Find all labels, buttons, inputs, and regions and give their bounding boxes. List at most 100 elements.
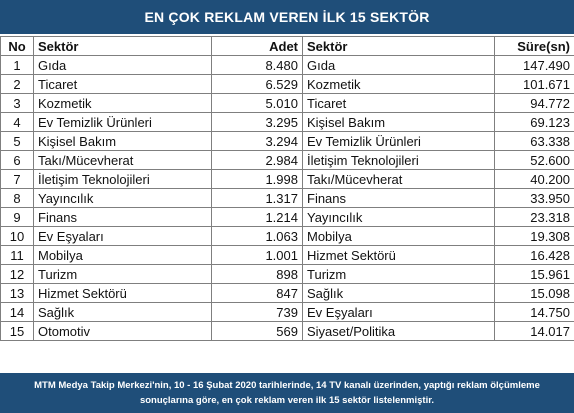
table-row: 2 Ticaret 6.529 Kozmetik 101.671	[0, 74, 574, 94]
cell-sure: 19.308	[494, 226, 574, 246]
cell-sektor-sure: Hizmet Sektörü	[302, 245, 495, 265]
cell-sektor-sure: Mobilya	[302, 226, 495, 246]
cell-sure: 23.318	[494, 207, 574, 227]
cell-sektor-sure: Yayıncılık	[302, 207, 495, 227]
table-row: 12 Turizm 898 Turizm 15.961	[0, 264, 574, 284]
table-row: 13 Hizmet Sektörü 847 Sağlık 15.098	[0, 283, 574, 303]
cell-sure: 15.098	[494, 283, 574, 303]
cell-sektor-adet: Gıda	[33, 55, 212, 75]
cell-no: 5	[0, 131, 34, 151]
cell-sure: 94.772	[494, 93, 574, 113]
cell-sektor-adet: Mobilya	[33, 245, 212, 265]
cell-sektor-adet: Kişisel Bakım	[33, 131, 212, 151]
cell-adet: 3.294	[211, 131, 303, 151]
cell-sektor-adet: İletişim Teknolojileri	[33, 169, 212, 189]
cell-adet: 1.063	[211, 226, 303, 246]
cell-sektor-sure: Gıda	[302, 55, 495, 75]
table-row: 6 Takı/Mücevherat 2.984 İletişim Teknolojil…	[0, 150, 574, 170]
header-no: No	[0, 36, 34, 56]
cell-sure: 63.338	[494, 131, 574, 151]
header-sektor-2: Sektör	[302, 36, 495, 56]
footer-line-2: sonuçlarına göre, en çok reklam veren il…	[139, 395, 435, 406]
cell-sektor-adet: Sağlık	[33, 302, 212, 322]
cell-sure: 33.950	[494, 188, 574, 208]
cell-no: 1	[0, 55, 34, 75]
cell-sektor-sure: Ev Eşyaları	[302, 302, 495, 322]
cell-sektor-sure: Sağlık	[302, 283, 495, 303]
cell-sure: 15.961	[494, 264, 574, 284]
cell-adet: 5.010	[211, 93, 303, 113]
table-row: 11 Mobilya 1.001 Hizmet Sektörü 16.428	[0, 245, 574, 265]
table-row: 10 Ev Eşyaları 1.063 Mobilya 19.308	[0, 226, 574, 246]
footer-note: MTM Medya Takip Merkezi'nin, 10 - 16 Şub…	[0, 373, 574, 413]
cell-no: 13	[0, 283, 34, 303]
header-sektor: Sektör	[33, 36, 212, 56]
table-header-row: No Sektör Adet Sektör Süre(sn)	[0, 36, 574, 56]
cell-sektor-adet: Kozmetik	[33, 93, 212, 113]
cell-no: 3	[0, 93, 34, 113]
table-row: 9 Finans 1.214 Yayıncılık 23.318	[0, 207, 574, 227]
cell-adet: 1.998	[211, 169, 303, 189]
cell-adet: 847	[211, 283, 303, 303]
cell-adet: 3.295	[211, 112, 303, 132]
cell-no: 10	[0, 226, 34, 246]
cell-no: 11	[0, 245, 34, 265]
cell-no: 9	[0, 207, 34, 227]
cell-sure: 52.600	[494, 150, 574, 170]
cell-adet: 6.529	[211, 74, 303, 94]
cell-adet: 739	[211, 302, 303, 322]
cell-adet: 1.001	[211, 245, 303, 265]
footer-line-1: MTM Medya Takip Merkezi'nin, 10 - 16 Şub…	[34, 380, 540, 391]
cell-no: 4	[0, 112, 34, 132]
cell-sektor-adet: Otomotiv	[33, 321, 212, 341]
cell-sure: 147.490	[494, 55, 574, 75]
cell-sektor-adet: Takı/Mücevherat	[33, 150, 212, 170]
cell-sure: 40.200	[494, 169, 574, 189]
table-row: 15 Otomotiv 569 Siyaset/Politika 14.017	[0, 321, 574, 341]
cell-sektor-sure: Turizm	[302, 264, 495, 284]
cell-sektor-adet: Hizmet Sektörü	[33, 283, 212, 303]
cell-sure: 14.750	[494, 302, 574, 322]
table-row: 1 Gıda 8.480 Gıda 147.490	[0, 55, 574, 75]
cell-sektor-sure: Kişisel Bakım	[302, 112, 495, 132]
cell-no: 8	[0, 188, 34, 208]
header-adet: Adet	[211, 36, 303, 56]
cell-sektor-sure: Kozmetik	[302, 74, 495, 94]
cell-sektor-adet: Ev Temizlik Ürünleri	[33, 112, 212, 132]
table-row: 5 Kişisel Bakım 3.294 Ev Temizlik Ürünleri 6…	[0, 131, 574, 151]
cell-sure: 16.428	[494, 245, 574, 265]
cell-sektor-adet: Turizm	[33, 264, 212, 284]
cell-sektor-sure: Ev Temizlik Ürünleri	[302, 131, 495, 151]
cell-adet: 1.317	[211, 188, 303, 208]
sector-table: No Sektör Adet Sektör Süre(sn) 1 Gıda 8.48…	[0, 36, 574, 341]
cell-adet: 2.984	[211, 150, 303, 170]
cell-sektor-sure: Ticaret	[302, 93, 495, 113]
cell-no: 2	[0, 74, 34, 94]
table-row: 14 Sağlık 739 Ev Eşyaları 14.750	[0, 302, 574, 322]
cell-sektor-adet: Ev Eşyaları	[33, 226, 212, 246]
cell-sektor-sure: İletişim Teknolojileri	[302, 150, 495, 170]
cell-sure: 101.671	[494, 74, 574, 94]
cell-no: 14	[0, 302, 34, 322]
table-row: 8 Yayıncılık 1.317 Finans 33.950	[0, 188, 574, 208]
cell-no: 7	[0, 169, 34, 189]
cell-adet: 8.480	[211, 55, 303, 75]
cell-sure: 14.017	[494, 321, 574, 341]
header-sure: Süre(sn)	[494, 36, 574, 56]
cell-no: 15	[0, 321, 34, 341]
cell-sektor-sure: Siyaset/Politika	[302, 321, 495, 341]
cell-adet: 1.214	[211, 207, 303, 227]
cell-sektor-adet: Finans	[33, 207, 212, 227]
cell-adet: 898	[211, 264, 303, 284]
cell-sektor-adet: Ticaret	[33, 74, 212, 94]
cell-sektor-adet: Yayıncılık	[33, 188, 212, 208]
cell-sure: 69.123	[494, 112, 574, 132]
cell-no: 12	[0, 264, 34, 284]
cell-sektor-sure: Takı/Mücevherat	[302, 169, 495, 189]
cell-adet: 569	[211, 321, 303, 341]
table-row: 3 Kozmetik 5.010 Ticaret 94.772	[0, 93, 574, 113]
table-row: 7 İletişim Teknolojileri 1.998 Takı/Mücevhe…	[0, 169, 574, 189]
table-row: 4 Ev Temizlik Ürünleri 3.295 Kişisel Bakım 6…	[0, 112, 574, 132]
cell-no: 6	[0, 150, 34, 170]
